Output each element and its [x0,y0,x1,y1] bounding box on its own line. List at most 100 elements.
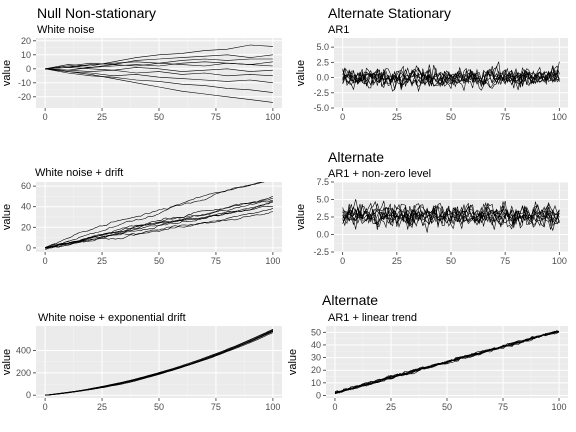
x-tick-label: 0 [332,402,337,412]
x-tick-label: 50 [154,112,164,122]
series-line-5 [342,61,560,93]
x-tick-label: 50 [154,402,164,412]
x-tick-label: 75 [500,112,510,122]
y-tick-label: 0.0 [316,73,329,83]
y-axis-label: value [295,60,307,86]
chart-panel-6: 0 25 50 75 100 0 10 20 30 40 50 value Alternate AR1 +… [287,292,568,412]
series-line-5 [45,67,273,72]
y-tick-label: 20 [311,365,321,375]
y-tick-label: 20 [21,36,31,46]
x-tick-label: 100 [552,402,567,412]
series-line-8 [45,198,273,249]
y-tick-label: 30 [311,353,321,363]
y-tick-label: 2.5 [316,57,329,67]
series-line-8 [45,68,273,93]
x-tick-label: 50 [442,402,452,412]
series-line-8 [342,66,560,91]
series-group [342,61,560,93]
y-tick-label: -10 [18,78,31,88]
chart-title: Null Non-stationary [37,5,156,21]
y-tick-label: 20 [21,222,31,232]
series-line-10 [342,201,560,230]
x-tick-label: 25 [392,112,402,122]
y-axis-label: value [287,349,299,375]
x-tick-label: 100 [552,112,567,122]
series-group [45,329,274,396]
x-tick-label: 100 [552,256,567,266]
x-tick-label: 100 [265,256,280,266]
series-line-9 [334,331,560,395]
x-tick-label: 0 [340,112,345,122]
series-line-7 [45,68,273,84]
y-axis-label: value [1,204,13,230]
series-line-3 [45,207,274,249]
chart-title: Alternate Stationary [328,5,451,21]
y-tick-label: -2.5 [313,247,329,257]
y-tick-label: 10 [311,378,321,388]
y-tick-label: 0 [26,390,31,400]
x-tick-label: 25 [97,112,107,122]
y-tick-label: 400 [16,346,31,356]
y-axis-label: value [1,60,13,86]
chart-subtitle: White noise [37,24,94,36]
y-tick-label: 0 [26,64,31,74]
x-tick-label: 75 [211,402,221,412]
x-tick-label: 50 [446,256,456,266]
chart-title: Alternate [322,292,378,308]
x-tick-label: 75 [211,256,221,266]
y-tick-label: 40 [311,340,321,350]
x-tick-label: 100 [265,112,280,122]
x-tick-label: 75 [498,402,508,412]
chart-panel-2: 0 25 50 75 100 -5.0 -2.5 0.0 2.5 5.0 value Alternat… [295,5,568,122]
series-line-10 [45,330,274,396]
series-group [342,199,560,233]
x-tick-label: 0 [43,402,48,412]
x-tick-label: 75 [211,112,221,122]
series-line-9 [45,68,273,103]
y-tick-label: 40 [21,202,31,212]
series-line-10 [45,62,273,70]
series-line-10 [334,331,560,394]
y-tick-label: 5.0 [316,195,329,205]
y-tick-label: 0 [316,390,321,400]
series-group [334,330,560,395]
y-tick-label: 2.5 [316,212,329,222]
series-line-6 [45,195,274,249]
x-tick-label: 25 [97,256,107,266]
x-tick-label: 0 [43,112,48,122]
chart-subtitle: White noise + drift [35,167,123,179]
series-line-5 [45,200,273,248]
y-tick-label: 7.5 [316,177,329,187]
series-line-9 [44,182,265,249]
y-tick-label: 10 [21,50,31,60]
series-line-7 [44,201,273,248]
chart-panel-1: 0 25 50 75 100 -20 -10 0 10 20 value Null Non-stati… [1,5,282,122]
y-tick-label: 5.0 [316,42,329,52]
y-axis-label: value [1,349,13,375]
x-tick-label: 0 [340,256,345,266]
y-tick-label: 60 [21,181,31,191]
x-tick-label: 100 [265,402,280,412]
y-tick-label: 0.0 [316,230,329,240]
y-tick-label: 0 [26,243,31,253]
chart-subtitle: AR1 + linear trend [328,312,417,324]
x-tick-label: 25 [97,402,107,412]
chart-subtitle: AR1 [328,24,349,36]
x-tick-label: 25 [392,256,402,266]
series-line-10 [45,182,265,250]
chart-title: Alternate [328,149,384,165]
series-line-2 [45,54,273,70]
x-tick-label: 75 [500,256,510,266]
chart-subtitle: AR1 + non-zero level [328,168,431,180]
y-tick-label: -20 [18,92,31,102]
x-tick-label: 50 [154,256,164,266]
y-tick-label: -5.0 [313,103,329,113]
y-tick-label: 50 [311,327,321,337]
x-tick-label: 50 [446,112,456,122]
series-group [44,182,274,250]
x-tick-label: 25 [386,402,396,412]
series-line-7 [342,200,560,229]
series-group [45,44,273,103]
